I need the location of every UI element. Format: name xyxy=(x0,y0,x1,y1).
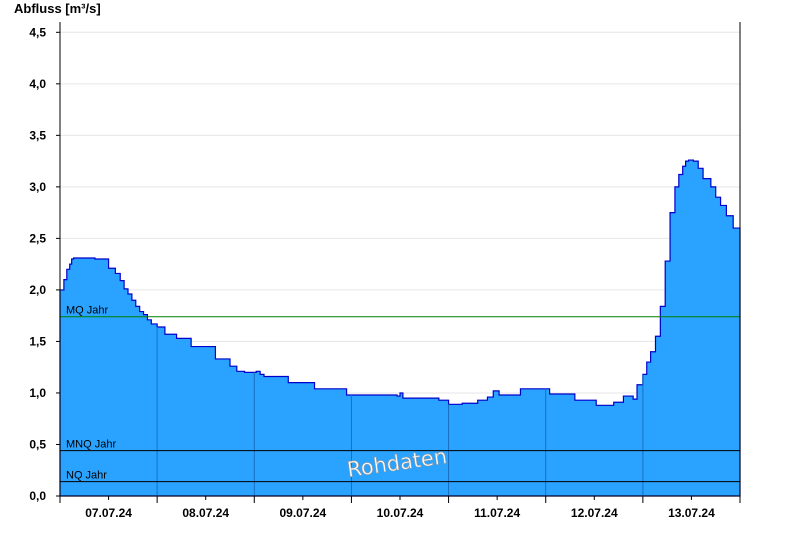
y-tick-label: 3,0 xyxy=(29,180,46,194)
x-tick-label: 08.07.24 xyxy=(182,506,229,520)
y-tick-label: 2,0 xyxy=(29,283,46,297)
y-tick-label: 0,0 xyxy=(29,489,46,503)
plot-area xyxy=(59,159,741,497)
x-tick-label: 09.07.24 xyxy=(279,506,326,520)
reference-label: NQ Jahr xyxy=(66,470,107,482)
x-tick-label: 12.07.24 xyxy=(571,506,618,520)
x-tick-label: 11.07.24 xyxy=(474,506,520,520)
x-tick-label: 07.07.24 xyxy=(85,506,132,520)
y-axis-label: Abfluss [m³/s] xyxy=(14,1,101,16)
reference-label: MQ Jahr xyxy=(66,305,109,317)
reference-lines: MQ Jahr MNQ Jahr NQ Jahr xyxy=(60,305,740,483)
y-tick-label: 1,0 xyxy=(29,386,46,400)
axes: 0,0 0,5 1,0 1,5 2,0 2,5 3,0 3,5 4,0 4,5 07.07.24 08… xyxy=(29,22,741,520)
x-tick-label: 13.07.24 xyxy=(668,506,715,520)
x-tick-label: 10.07.24 xyxy=(377,506,424,520)
y-tick-label: 4,5 xyxy=(29,25,46,39)
y-tick-label: 2,5 xyxy=(29,231,46,245)
y-tick-label: 1,5 xyxy=(29,334,46,348)
y-tick-label: 0,5 xyxy=(29,437,46,451)
discharge-area xyxy=(59,159,741,497)
y-tick-label: 3,5 xyxy=(29,128,46,142)
y-tick-label: 4,0 xyxy=(29,77,46,91)
reference-label: MNQ Jahr xyxy=(66,439,116,451)
